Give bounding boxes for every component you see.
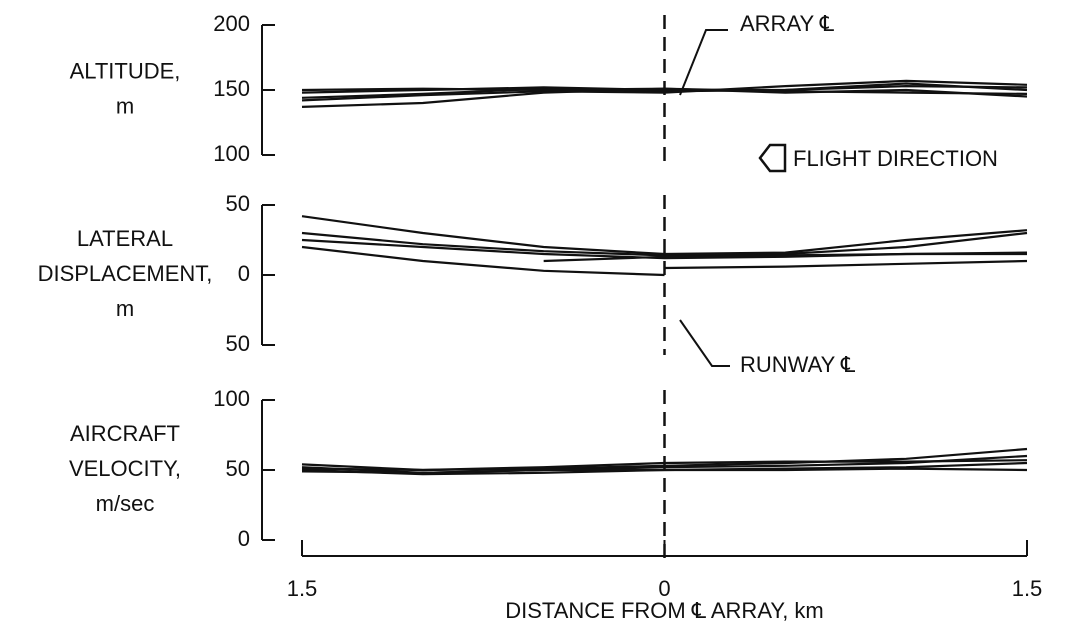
- y-axis-label: m: [116, 296, 134, 321]
- y-tick-label: 0: [238, 526, 250, 551]
- y-axis-label: VELOCITY,: [69, 456, 181, 481]
- series-line: [301, 231, 1028, 257]
- series-line: [301, 459, 1028, 472]
- x-tick-label: 0: [658, 576, 670, 601]
- y-tick-label: 50: [226, 456, 250, 481]
- annotation: ARRAY ℄: [740, 11, 835, 36]
- x-tick-label: 1.5: [1012, 576, 1043, 601]
- y-tick-label: 50: [226, 191, 250, 216]
- series-line: [301, 215, 1028, 256]
- y-axis-label: LATERAL: [77, 226, 173, 251]
- y-tick-label: 0: [238, 261, 250, 286]
- x-axis-label: DISTANCE FROM ℄ ARRAY, km: [505, 598, 824, 623]
- y-axis-label: AIRCRAFT: [70, 421, 180, 446]
- y-tick-label: 100: [213, 141, 250, 166]
- annotation: RUNWAY ℄: [740, 352, 856, 377]
- y-axis-label: DISPLACEMENT,: [38, 261, 213, 286]
- x-tick-label: 1.5: [287, 576, 318, 601]
- y-axis-label: ALTITUDE,: [70, 58, 181, 83]
- y-tick-label: 150: [213, 76, 250, 101]
- series-line: [301, 84, 1028, 94]
- runway-leader: [679, 319, 730, 367]
- y-axis-label: m: [116, 93, 134, 118]
- series-line: [301, 467, 1028, 474]
- annotation: FLIGHT DIRECTION: [793, 146, 998, 171]
- series-line: [301, 245, 665, 277]
- y-axis-label: m/sec: [96, 491, 155, 516]
- series-line: [301, 79, 1028, 102]
- series-line: [664, 259, 1028, 270]
- y-tick-label: 50: [226, 331, 250, 356]
- series-line: [301, 82, 1028, 99]
- flight-arrow: [758, 143, 787, 173]
- series-line: [301, 87, 1028, 95]
- array-leader: [679, 29, 728, 96]
- series-line: [543, 252, 1027, 263]
- y-tick-label: 200: [213, 11, 250, 36]
- y-tick-label: 100: [213, 386, 250, 411]
